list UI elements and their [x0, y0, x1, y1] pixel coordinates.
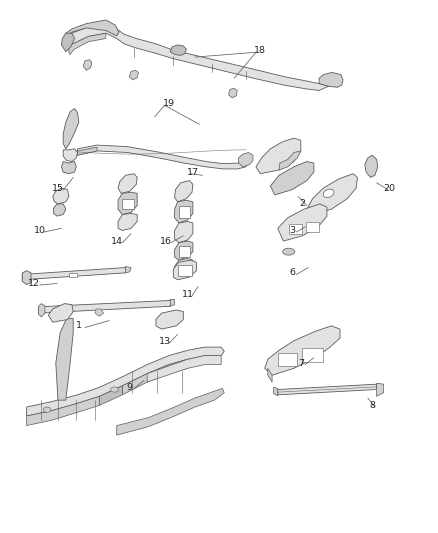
Polygon shape [122, 359, 187, 395]
Bar [289, 224, 302, 233]
Polygon shape [67, 23, 328, 91]
Bar [306, 222, 319, 232]
Polygon shape [278, 204, 327, 241]
Bar [122, 199, 134, 209]
Polygon shape [22, 271, 31, 285]
Polygon shape [117, 389, 224, 435]
Polygon shape [118, 174, 137, 193]
Bar [278, 353, 297, 366]
Polygon shape [173, 260, 196, 280]
Polygon shape [175, 200, 193, 223]
Polygon shape [147, 356, 221, 382]
Polygon shape [273, 387, 278, 396]
Polygon shape [66, 20, 119, 36]
Text: 8: 8 [369, 401, 375, 410]
Polygon shape [377, 383, 384, 397]
Polygon shape [239, 152, 253, 167]
Text: 12: 12 [28, 279, 40, 288]
Polygon shape [229, 88, 237, 98]
Text: 11: 11 [182, 289, 194, 298]
Polygon shape [125, 266, 131, 273]
Polygon shape [365, 155, 378, 177]
Polygon shape [175, 241, 193, 260]
Polygon shape [129, 70, 138, 80]
Polygon shape [99, 386, 122, 406]
Polygon shape [39, 301, 171, 313]
Polygon shape [53, 204, 66, 216]
Polygon shape [27, 397, 99, 425]
Text: 9: 9 [127, 383, 133, 392]
Polygon shape [268, 368, 272, 382]
Polygon shape [78, 145, 247, 169]
Polygon shape [319, 72, 343, 87]
Text: 15: 15 [52, 183, 64, 192]
Polygon shape [63, 149, 78, 161]
Bar [178, 265, 191, 276]
Ellipse shape [111, 387, 118, 392]
Polygon shape [279, 151, 301, 170]
Text: 7: 7 [298, 359, 304, 367]
Text: 13: 13 [159, 337, 171, 346]
Polygon shape [83, 60, 92, 70]
Polygon shape [175, 259, 193, 276]
Text: 1: 1 [76, 321, 82, 330]
Ellipse shape [283, 248, 295, 255]
Bar [179, 206, 190, 217]
Ellipse shape [323, 189, 334, 198]
Text: 2: 2 [300, 199, 306, 208]
Text: 3: 3 [289, 226, 295, 235]
Polygon shape [95, 309, 104, 317]
Polygon shape [270, 161, 314, 195]
Polygon shape [170, 300, 175, 306]
Polygon shape [78, 147, 97, 155]
Bar [179, 246, 190, 257]
Text: 16: 16 [160, 237, 172, 246]
Polygon shape [175, 221, 193, 243]
Polygon shape [118, 214, 137, 230]
Polygon shape [27, 347, 224, 416]
Polygon shape [278, 384, 377, 395]
Polygon shape [22, 268, 125, 280]
Polygon shape [53, 188, 69, 204]
Text: 18: 18 [254, 46, 266, 55]
Polygon shape [256, 138, 301, 174]
Text: 10: 10 [34, 226, 46, 235]
Polygon shape [69, 33, 106, 54]
Polygon shape [48, 304, 73, 322]
Text: 17: 17 [187, 167, 199, 176]
Text: 20: 20 [384, 183, 396, 192]
Polygon shape [175, 181, 193, 202]
Polygon shape [39, 304, 45, 317]
Polygon shape [307, 174, 357, 215]
Text: 6: 6 [289, 268, 295, 277]
Polygon shape [61, 161, 76, 174]
Bar [69, 273, 77, 277]
Polygon shape [63, 109, 79, 149]
Ellipse shape [43, 407, 51, 413]
Polygon shape [56, 318, 73, 400]
Polygon shape [118, 192, 137, 215]
Text: 19: 19 [163, 99, 175, 108]
Polygon shape [156, 310, 184, 329]
Polygon shape [265, 326, 340, 375]
Polygon shape [170, 45, 186, 55]
Text: 14: 14 [111, 237, 123, 246]
Bar [302, 348, 322, 362]
Polygon shape [61, 33, 74, 52]
